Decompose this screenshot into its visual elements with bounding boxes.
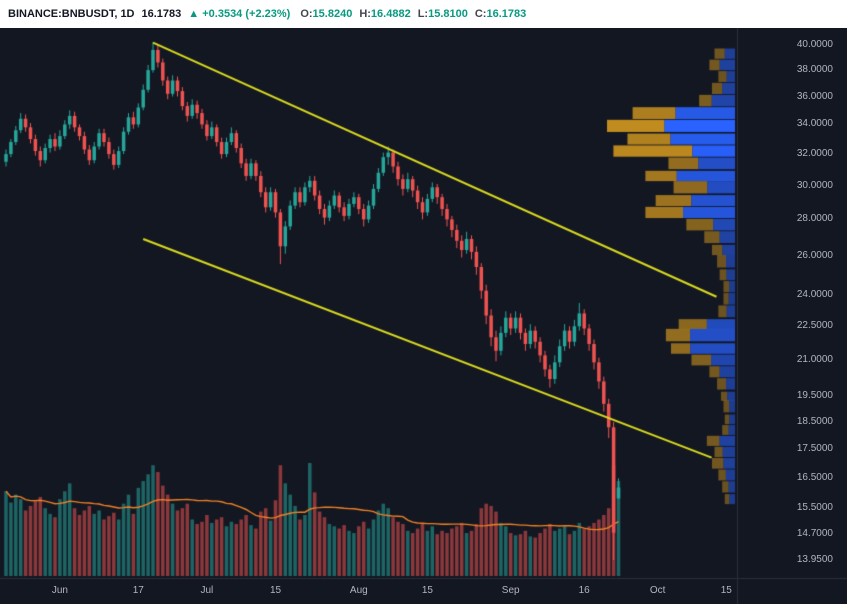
price-tick-label: 14.7000 (796, 528, 833, 540)
close-label: C: (474, 8, 487, 20)
high-field: H:16.4882 (359, 8, 410, 20)
high-label: H: (359, 8, 371, 20)
low-field: L:15.8100 (418, 8, 468, 20)
time-tick-label: Jun (51, 585, 68, 596)
time-tick-label: 15 (269, 585, 282, 596)
price-tick-label: 24.0000 (796, 288, 833, 300)
price-tick-label: 17.5000 (796, 443, 833, 455)
close-value: 16.1783 (486, 8, 527, 20)
low-label: L: (417, 8, 429, 20)
price-tick-label: 19.5000 (796, 390, 833, 402)
price-tick-label: 21.0000 (796, 354, 833, 366)
price-tick-label: 15.5000 (796, 502, 833, 514)
change-indicator: ▲ +0.3534 (+2.23%) (188, 8, 290, 20)
last-price: 16.1783 (141, 8, 182, 20)
price-tick-label: 22.5000 (796, 320, 833, 332)
time-tick-label: 16 (578, 585, 590, 596)
open-label: O: (300, 8, 313, 20)
price-tick-label: 38.0000 (796, 64, 833, 76)
price-tick-label: 18.5000 (796, 415, 833, 427)
time-tick-label: Oct (649, 585, 666, 596)
candlestick-canvas[interactable] (0, 28, 847, 604)
chart-area: 40.0000 38.0000 36.0000 34.0000 32.0000 30.00… (0, 28, 847, 604)
open-field: O:15.8240 (300, 8, 352, 20)
price-tick-label: 16.5000 (796, 471, 833, 483)
close-field: C:16.1783 (475, 8, 526, 20)
time-tick-label: Jul (200, 585, 214, 596)
price-tick-label: 40.0000 (796, 39, 833, 50)
symbol-title[interactable]: BINANCE:BNBUSDT, 1D (8, 8, 135, 20)
time-tick-label: 15 (421, 585, 433, 596)
price-axis[interactable]: 40.0000 38.0000 36.0000 34.0000 32.0000 30.00… (737, 28, 847, 578)
high-value: 16.4882 (370, 8, 411, 20)
price-tick-label: 36.0000 (796, 90, 833, 102)
open-value: 15.8240 (312, 8, 353, 20)
price-tick-label: 32.0000 (796, 148, 833, 160)
price-tick-label: 13.9500 (796, 554, 833, 565)
up-arrow-icon: ▲ (188, 8, 200, 20)
price-tick-label: 26.0000 (796, 249, 833, 261)
time-tick-label: 15 (720, 585, 732, 596)
price-tick-label: 34.0000 (796, 118, 833, 130)
time-tick-label: 17 (132, 585, 144, 596)
price-tick-label: 30.0000 (796, 179, 833, 191)
change-text: +0.3534 (+2.23%) (202, 8, 291, 20)
price-tick-label: 28.0000 (796, 213, 833, 225)
symbol-legend-bar: BINANCE:BNBUSDT, 1D 16.1783 ▲ +0.3534 (+… (0, 0, 847, 28)
time-tick-label: Sep (501, 585, 520, 596)
low-value: 15.8100 (428, 8, 468, 20)
time-axis[interactable]: Jun 17 Jul 15 Aug 15 Sep 16 Oct 15 (0, 578, 847, 604)
time-tick-label: Aug (349, 585, 368, 596)
